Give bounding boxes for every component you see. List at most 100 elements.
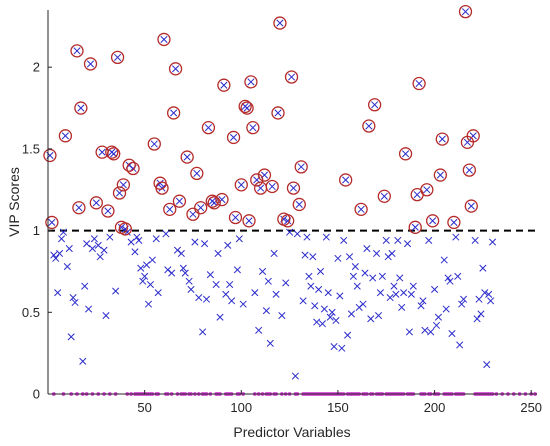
vip-point xyxy=(48,218,56,226)
selected-point-circle xyxy=(462,163,477,177)
selected-point-circle xyxy=(58,129,73,143)
selected-point-circle xyxy=(166,106,181,120)
selected-point-circle xyxy=(226,130,241,145)
vip-point xyxy=(65,245,73,253)
vip-point xyxy=(228,297,236,305)
vip-point xyxy=(456,341,464,349)
vip-point xyxy=(477,310,485,318)
vip-point xyxy=(268,182,276,191)
selected-point-circle xyxy=(240,101,254,115)
vip-point xyxy=(357,205,365,213)
vip-point xyxy=(144,300,153,308)
selected-point-circle xyxy=(180,150,194,164)
selected-point-circle xyxy=(284,70,299,84)
vip-point xyxy=(340,236,348,244)
vip-point xyxy=(79,357,87,365)
vip-point xyxy=(274,109,282,117)
vip-point xyxy=(191,238,199,246)
vip-point xyxy=(347,310,356,318)
selected-point-circle xyxy=(157,32,171,47)
vip-point xyxy=(488,238,497,246)
vip-point xyxy=(135,236,143,244)
selected-point-circle xyxy=(246,121,260,135)
vip-point xyxy=(421,326,429,334)
vip-point xyxy=(264,277,272,285)
selected-point-circle xyxy=(294,160,308,174)
vip-point xyxy=(376,289,384,297)
selected-point-circle xyxy=(271,106,285,120)
vip-point xyxy=(61,132,69,140)
vip-point xyxy=(380,192,388,200)
y-tick-label: 1 xyxy=(33,223,40,238)
vip-point xyxy=(114,53,122,61)
selected-point-circle xyxy=(74,101,88,115)
vip-point xyxy=(92,199,100,207)
vip-point xyxy=(137,264,145,272)
vip-point xyxy=(233,266,241,274)
vip-point xyxy=(465,166,473,174)
selected-point-circle xyxy=(43,148,57,163)
vip-point xyxy=(473,315,481,323)
vip-point xyxy=(386,294,394,302)
vip-point xyxy=(59,228,68,236)
vip-point xyxy=(199,328,207,336)
vip-point xyxy=(133,233,141,241)
vip-point xyxy=(396,274,404,282)
vip-point xyxy=(318,320,327,328)
selected-point-circle xyxy=(110,50,125,65)
selected-point-circle xyxy=(83,57,98,71)
vip-point xyxy=(131,248,139,256)
vip-point xyxy=(334,254,342,262)
vip-point xyxy=(239,300,247,308)
selected-point-circle xyxy=(339,173,353,187)
vip-point xyxy=(287,73,296,81)
vip-point xyxy=(201,240,209,248)
selected-point-circle xyxy=(425,214,440,228)
vip-point xyxy=(374,312,383,320)
vip-point xyxy=(216,313,224,321)
vip-point xyxy=(403,240,412,248)
vip-point xyxy=(251,289,259,297)
vip-point xyxy=(50,251,58,259)
ticks-layer: 50 100 150 200 250 0 0.5 1 1.5 2 xyxy=(22,60,542,415)
selected-point-circle xyxy=(105,145,119,159)
vip-point xyxy=(448,329,456,338)
vip-point xyxy=(278,312,286,320)
vip-point xyxy=(73,47,81,55)
vip-point xyxy=(71,298,79,307)
vip-point xyxy=(305,272,313,280)
selected-point-circle xyxy=(244,75,258,89)
vip-point xyxy=(400,289,408,297)
vip-point xyxy=(322,233,330,241)
vip-point xyxy=(309,253,317,261)
selected-point-circle xyxy=(257,168,272,182)
selected-point-circle xyxy=(107,147,121,161)
vip-point xyxy=(351,262,359,271)
vip-point xyxy=(237,181,245,189)
vip-point xyxy=(166,205,174,213)
vip-point xyxy=(324,289,332,297)
vip-point xyxy=(57,235,66,243)
vip-point xyxy=(245,217,253,225)
vip-point xyxy=(75,204,83,212)
vip-point xyxy=(63,262,71,271)
vip-point xyxy=(158,184,166,192)
selected-point-circle xyxy=(242,214,256,228)
vip-point xyxy=(52,254,60,262)
vip-point xyxy=(204,124,212,132)
vip-point xyxy=(102,312,110,320)
vip-point xyxy=(471,236,479,244)
vip-point xyxy=(438,135,446,143)
vip-point xyxy=(150,140,158,148)
vip-point xyxy=(345,253,354,261)
vip-point xyxy=(336,292,344,300)
vip-point xyxy=(270,249,278,258)
vip-point xyxy=(187,285,195,293)
selected-point-circle xyxy=(205,194,219,208)
vip-point xyxy=(330,343,338,351)
vip-point xyxy=(295,200,303,209)
vip-point xyxy=(392,290,400,298)
vip-point xyxy=(419,297,427,305)
vip-point xyxy=(320,305,328,313)
vip-point xyxy=(202,295,211,303)
